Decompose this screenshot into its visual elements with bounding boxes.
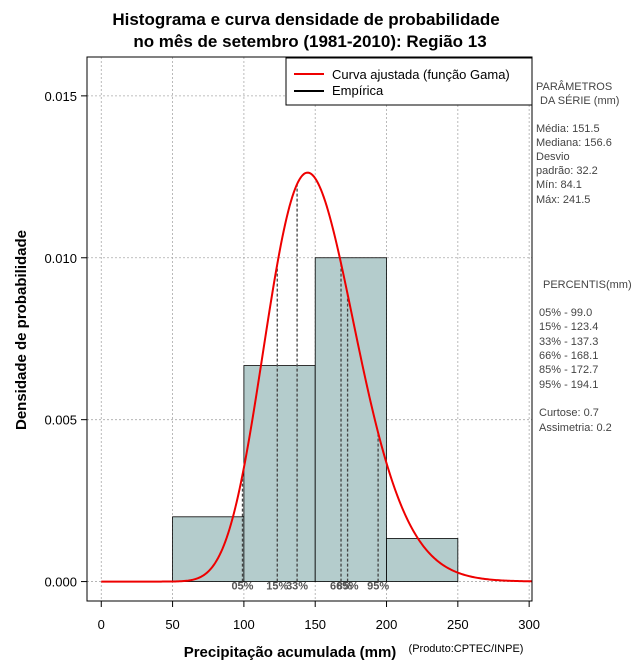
y-axis: 0.000 0.005 0.010 0.015 (44, 89, 88, 590)
percentile-label-0: 05% (231, 581, 253, 593)
legend: Curva ajustada (função Gama) Empírica (285, 57, 533, 106)
chart-title-line2: no mês de setembro (1981-2010): Região 1… (133, 32, 486, 51)
percentile-label-3: 66% (330, 581, 352, 593)
y-tick-label-3: 0.015 (44, 89, 77, 104)
x-tick-label-5: 250 (447, 617, 469, 632)
percentile-labels: 05% 15%33% 66%85% 95% (231, 581, 389, 593)
percentil-05: 05% - 99.0 (539, 307, 592, 319)
param-mediana: Mediana: 156.6 (536, 137, 612, 149)
percentil-85: 85% - 172.7 (539, 364, 598, 376)
param-max: Máx: 241.5 (536, 194, 590, 206)
y-tick-label-0: 0.000 (44, 575, 77, 590)
percentile-label-4: 85% (337, 581, 359, 593)
x-tick-label-2: 100 (233, 617, 255, 632)
x-axis-label: Precipitação acumulada (mm) (184, 644, 397, 660)
param-curtose: Curtose: 0.7 (539, 407, 599, 419)
param-assimetria: Assimetria: 0.2 (539, 422, 612, 434)
param-media: Média: 151.5 (536, 123, 600, 135)
x-tick-label-4: 200 (376, 617, 398, 632)
params-title-2: DA SÉRIE (mm) (540, 94, 619, 107)
x-tick-label-6: 300 (518, 617, 540, 632)
histogram-bar-1 (243, 365, 316, 582)
legend-box (285, 57, 533, 106)
legend-label-curve: Curva ajustada (função Gama) (332, 67, 510, 82)
param-min: Mín: 84.1 (536, 179, 582, 191)
params-title-1: PARÂMETROS (536, 80, 612, 93)
y-tick-label-2: 0.010 (44, 251, 77, 266)
gamma-curve (101, 171, 533, 583)
percentil-15: 15% - 123.4 (539, 321, 598, 333)
x-tick-label-1: 50 (165, 617, 179, 632)
side-panel: PARÂMETROS DA SÉRIE (mm) Média: 151.5 Me… (536, 80, 632, 434)
x-tick-label-3: 150 (304, 617, 326, 632)
legend-label-empirical: Empírica (332, 83, 384, 98)
x-axis: 0 50 100 150 200 250 300 (98, 600, 540, 632)
product-credit: (Produto:CPTEC/INPE) (409, 643, 524, 655)
percentile-label-1: 15% (266, 581, 288, 593)
chart-title-line1: Histograma e curva densidade de probabil… (112, 10, 499, 29)
param-desvio-1: Desvio (536, 151, 570, 163)
percentil-66: 66% - 168.1 (539, 350, 598, 362)
percentile-label-5: 95% (367, 581, 389, 593)
percentil-95: 95% - 194.1 (539, 379, 598, 391)
y-tick-label-1: 0.005 (44, 413, 77, 428)
percentil-33: 33% - 137.3 (539, 336, 598, 348)
param-desvio-2: padrão: 32.2 (536, 165, 598, 177)
percentis-title: PERCENTIS(mm) (543, 279, 632, 291)
x-tick-label-0: 0 (98, 617, 105, 632)
percentile-lines (241, 184, 379, 582)
y-axis-label: Densidade de probabilidade (13, 230, 30, 430)
histogram-bars (172, 257, 459, 582)
percentile-label-2: 33% (286, 581, 308, 593)
